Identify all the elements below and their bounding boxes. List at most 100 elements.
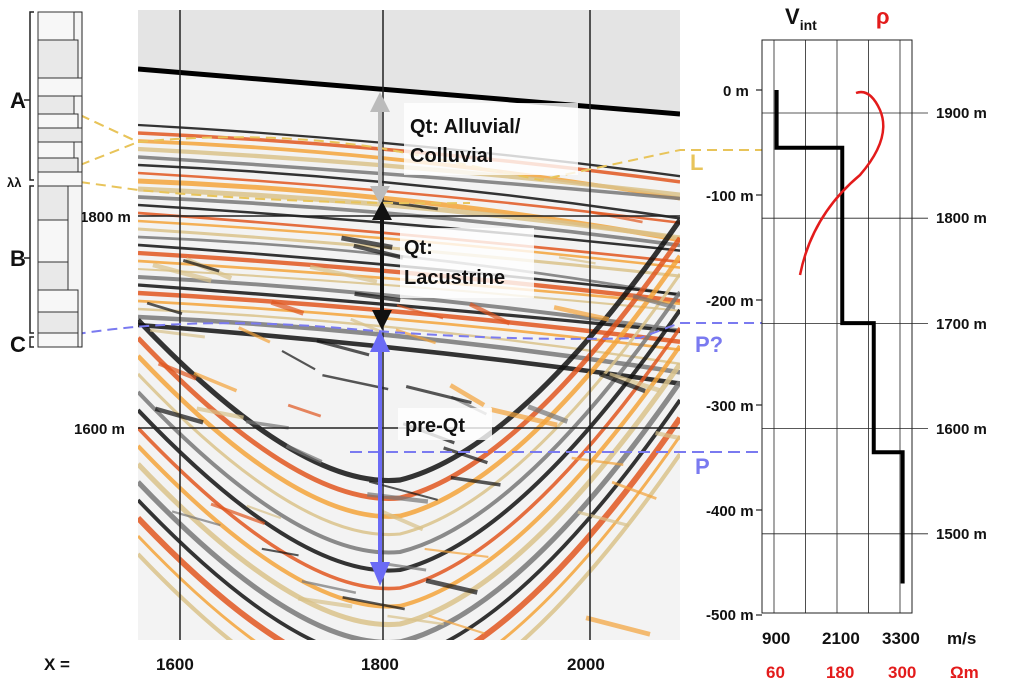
reflector xyxy=(138,254,680,519)
elevation-label-1900: 1900 m xyxy=(936,105,987,122)
seismic-elevation-1600: 1600 m xyxy=(74,421,125,438)
reflector-lens xyxy=(571,456,624,466)
reflector-lens xyxy=(590,210,643,224)
reflector-lens xyxy=(490,407,558,428)
reflector-lens xyxy=(270,300,305,316)
reflector-lens xyxy=(424,547,489,559)
reflector xyxy=(138,416,680,640)
strat-bed xyxy=(37,77,83,97)
strat-bed xyxy=(37,157,79,173)
well-log-grid xyxy=(762,40,928,613)
reflector xyxy=(138,218,680,484)
reflector-lens xyxy=(146,301,183,315)
reflector-lens xyxy=(577,510,630,528)
reflector xyxy=(138,435,680,640)
reflector-lens xyxy=(261,547,299,557)
reflector-lens xyxy=(425,578,478,595)
depth-label-500: -500 m xyxy=(706,607,754,624)
reflector xyxy=(138,203,680,252)
reflector xyxy=(138,314,680,375)
strat-bed xyxy=(37,95,75,115)
reflector-lens xyxy=(428,614,485,635)
strat-bed xyxy=(37,171,83,187)
reflector-lens xyxy=(396,304,444,320)
reflector-lens xyxy=(405,384,472,405)
reflector xyxy=(138,163,680,220)
reflector xyxy=(138,186,680,241)
velocity-tick-3300: 3300 xyxy=(882,629,920,648)
reflector xyxy=(138,290,680,345)
reflector xyxy=(138,326,680,591)
reflector-lens xyxy=(196,406,244,420)
alluvial-label-line1: Qt: Alluvial/ xyxy=(410,116,521,138)
reflector-lens xyxy=(193,371,238,393)
reflector xyxy=(138,195,680,248)
reflector-lens xyxy=(210,502,266,526)
reflector-lens xyxy=(367,492,429,504)
rho-title: ρ xyxy=(876,4,890,29)
velocity-curve xyxy=(774,90,905,584)
reflector-lens xyxy=(246,504,282,520)
reflector-lens xyxy=(378,508,424,532)
elevation-label-1700: 1700 m xyxy=(936,316,987,333)
reflector-lens xyxy=(450,475,501,487)
strat-bed xyxy=(37,311,79,334)
reflector-lens xyxy=(387,614,444,626)
pre-qt-label-box xyxy=(398,408,492,440)
horizon-l-label: L xyxy=(690,150,703,175)
resistivity-tick-180: 180 xyxy=(826,663,854,682)
strat-unit-b: B xyxy=(10,246,26,271)
depth-label-100: -100 m xyxy=(706,188,754,205)
lacustrine-label-line2: Lacustrine xyxy=(404,267,505,289)
x-tick-1600: 1600 xyxy=(156,655,194,674)
strat-bed xyxy=(37,39,79,79)
reflector-lens xyxy=(298,596,353,609)
horizon-p-question-line xyxy=(59,322,860,340)
strat-bed xyxy=(37,261,69,291)
elevation-label-1600: 1600 m xyxy=(936,421,987,438)
alluvial-label-box xyxy=(404,103,578,175)
reflector xyxy=(138,273,680,537)
reflector xyxy=(138,452,680,640)
resistivity-tick-60: 60 xyxy=(766,663,785,682)
horizon-p-label: P xyxy=(695,454,710,479)
well-log-panel xyxy=(756,39,928,616)
reflector-lens xyxy=(152,262,212,283)
depth-label-200: -200 m xyxy=(706,293,754,310)
reflector-lens xyxy=(287,403,322,418)
reflector xyxy=(138,380,680,640)
strat-bed xyxy=(37,185,69,221)
well-log-elevation-labels: 1900 m 1800 m 1700 m 1600 m 1500 m xyxy=(936,105,987,543)
depth-label-300: -300 m xyxy=(706,398,754,415)
reflector-lens xyxy=(238,326,271,344)
strat-column-cells xyxy=(37,11,83,348)
lacustrine-label-box xyxy=(400,228,534,298)
elevation-label-1500: 1500 m xyxy=(936,526,987,543)
strat-bed xyxy=(37,332,79,348)
reflector xyxy=(138,344,680,609)
strat-unit-a: A xyxy=(10,88,26,113)
velocity-tick-900: 900 xyxy=(762,629,790,648)
well-log-depth-ticks xyxy=(756,89,762,616)
reflector-lens xyxy=(301,580,357,594)
reflector-lens xyxy=(449,383,486,408)
horizon-p-question-label: P? xyxy=(695,332,723,357)
depth-label-0: 0 m xyxy=(723,83,749,100)
reflector xyxy=(138,155,680,201)
reflector-lens xyxy=(285,444,323,464)
x-axis-prefix: X = xyxy=(44,655,70,674)
elevation-label-1800: 1800 m xyxy=(936,210,987,227)
reflector-lens xyxy=(154,406,204,425)
reflector-lens xyxy=(182,258,220,273)
reflector-lens xyxy=(245,419,289,430)
x-tick-2000: 2000 xyxy=(567,655,605,674)
reflector-lens xyxy=(553,305,610,322)
reflector-lens xyxy=(353,243,404,260)
reflector-lens xyxy=(611,480,657,500)
strat-unit-c: C xyxy=(10,332,26,357)
reflector xyxy=(138,362,680,628)
alluvial-label-line2: Colluvial xyxy=(410,145,493,167)
reflector-lens xyxy=(585,615,651,637)
reflector-lens xyxy=(322,373,389,391)
